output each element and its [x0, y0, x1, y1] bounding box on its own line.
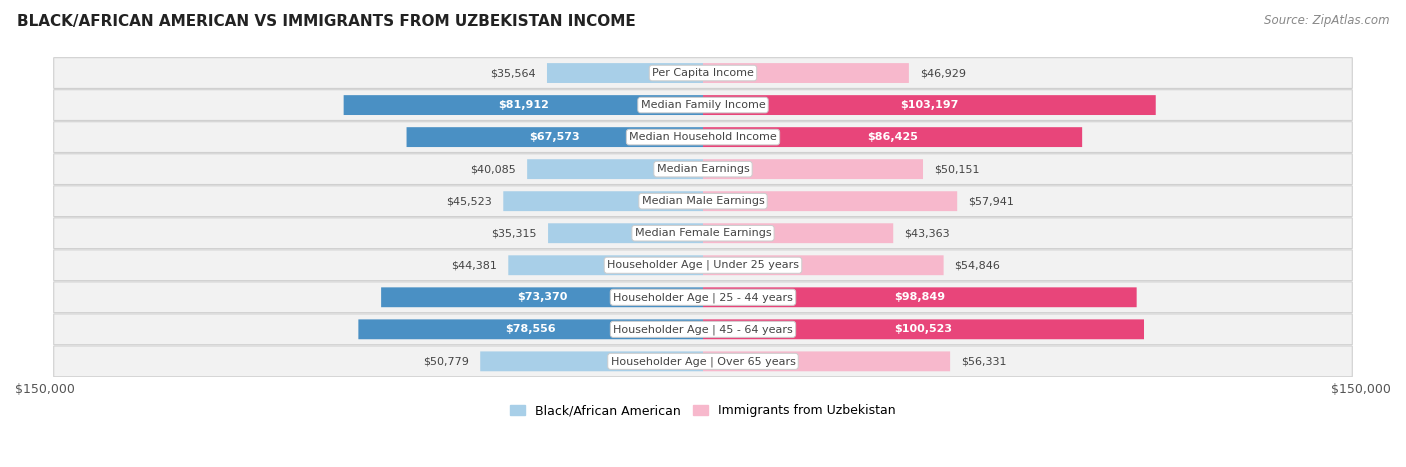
FancyBboxPatch shape — [509, 255, 703, 275]
Text: Householder Age | 45 - 64 years: Householder Age | 45 - 64 years — [613, 324, 793, 334]
FancyBboxPatch shape — [547, 63, 703, 83]
FancyBboxPatch shape — [53, 154, 1353, 184]
FancyBboxPatch shape — [53, 250, 1353, 281]
FancyBboxPatch shape — [503, 191, 703, 211]
FancyBboxPatch shape — [703, 319, 1144, 339]
Text: $46,929: $46,929 — [920, 68, 966, 78]
Text: $50,779: $50,779 — [423, 356, 470, 366]
FancyBboxPatch shape — [359, 319, 703, 339]
FancyBboxPatch shape — [53, 346, 1353, 377]
FancyBboxPatch shape — [53, 57, 1353, 88]
Text: Median Family Income: Median Family Income — [641, 100, 765, 110]
Text: $43,363: $43,363 — [904, 228, 950, 238]
FancyBboxPatch shape — [703, 127, 1083, 147]
Text: $40,085: $40,085 — [471, 164, 516, 174]
Text: $98,849: $98,849 — [894, 292, 945, 302]
Text: BLACK/AFRICAN AMERICAN VS IMMIGRANTS FROM UZBEKISTAN INCOME: BLACK/AFRICAN AMERICAN VS IMMIGRANTS FRO… — [17, 14, 636, 29]
FancyBboxPatch shape — [703, 352, 950, 371]
Text: Per Capita Income: Per Capita Income — [652, 68, 754, 78]
Text: Householder Age | Under 25 years: Householder Age | Under 25 years — [607, 260, 799, 270]
Text: $56,331: $56,331 — [962, 356, 1007, 366]
Text: $100,523: $100,523 — [894, 324, 952, 334]
FancyBboxPatch shape — [406, 127, 703, 147]
Text: $44,381: $44,381 — [451, 260, 498, 270]
Text: $86,425: $86,425 — [868, 132, 918, 142]
FancyBboxPatch shape — [527, 159, 703, 179]
Text: $78,556: $78,556 — [505, 324, 555, 334]
Text: Median Male Earnings: Median Male Earnings — [641, 196, 765, 206]
Text: $103,197: $103,197 — [900, 100, 959, 110]
FancyBboxPatch shape — [703, 287, 1136, 307]
Text: Median Earnings: Median Earnings — [657, 164, 749, 174]
Text: $73,370: $73,370 — [517, 292, 567, 302]
FancyBboxPatch shape — [703, 159, 922, 179]
Text: Source: ZipAtlas.com: Source: ZipAtlas.com — [1264, 14, 1389, 27]
Text: $54,846: $54,846 — [955, 260, 1001, 270]
FancyBboxPatch shape — [53, 218, 1353, 248]
FancyBboxPatch shape — [703, 95, 1156, 115]
Text: $50,151: $50,151 — [934, 164, 980, 174]
Text: Householder Age | Over 65 years: Householder Age | Over 65 years — [610, 356, 796, 367]
Text: Householder Age | 25 - 44 years: Householder Age | 25 - 44 years — [613, 292, 793, 303]
Text: Median Household Income: Median Household Income — [628, 132, 778, 142]
FancyBboxPatch shape — [53, 314, 1353, 345]
Text: $81,912: $81,912 — [498, 100, 548, 110]
FancyBboxPatch shape — [53, 186, 1353, 217]
FancyBboxPatch shape — [548, 223, 703, 243]
FancyBboxPatch shape — [53, 282, 1353, 313]
Text: $35,315: $35,315 — [492, 228, 537, 238]
FancyBboxPatch shape — [381, 287, 703, 307]
Text: $57,941: $57,941 — [969, 196, 1014, 206]
FancyBboxPatch shape — [703, 223, 893, 243]
FancyBboxPatch shape — [53, 90, 1353, 120]
FancyBboxPatch shape — [703, 191, 957, 211]
Text: $35,564: $35,564 — [491, 68, 536, 78]
FancyBboxPatch shape — [481, 352, 703, 371]
Text: $45,523: $45,523 — [447, 196, 492, 206]
FancyBboxPatch shape — [703, 63, 908, 83]
Text: $67,573: $67,573 — [530, 132, 581, 142]
FancyBboxPatch shape — [53, 122, 1353, 153]
FancyBboxPatch shape — [703, 255, 943, 275]
Legend: Black/African American, Immigrants from Uzbekistan: Black/African American, Immigrants from … — [505, 399, 901, 422]
Text: Median Female Earnings: Median Female Earnings — [634, 228, 772, 238]
FancyBboxPatch shape — [343, 95, 703, 115]
